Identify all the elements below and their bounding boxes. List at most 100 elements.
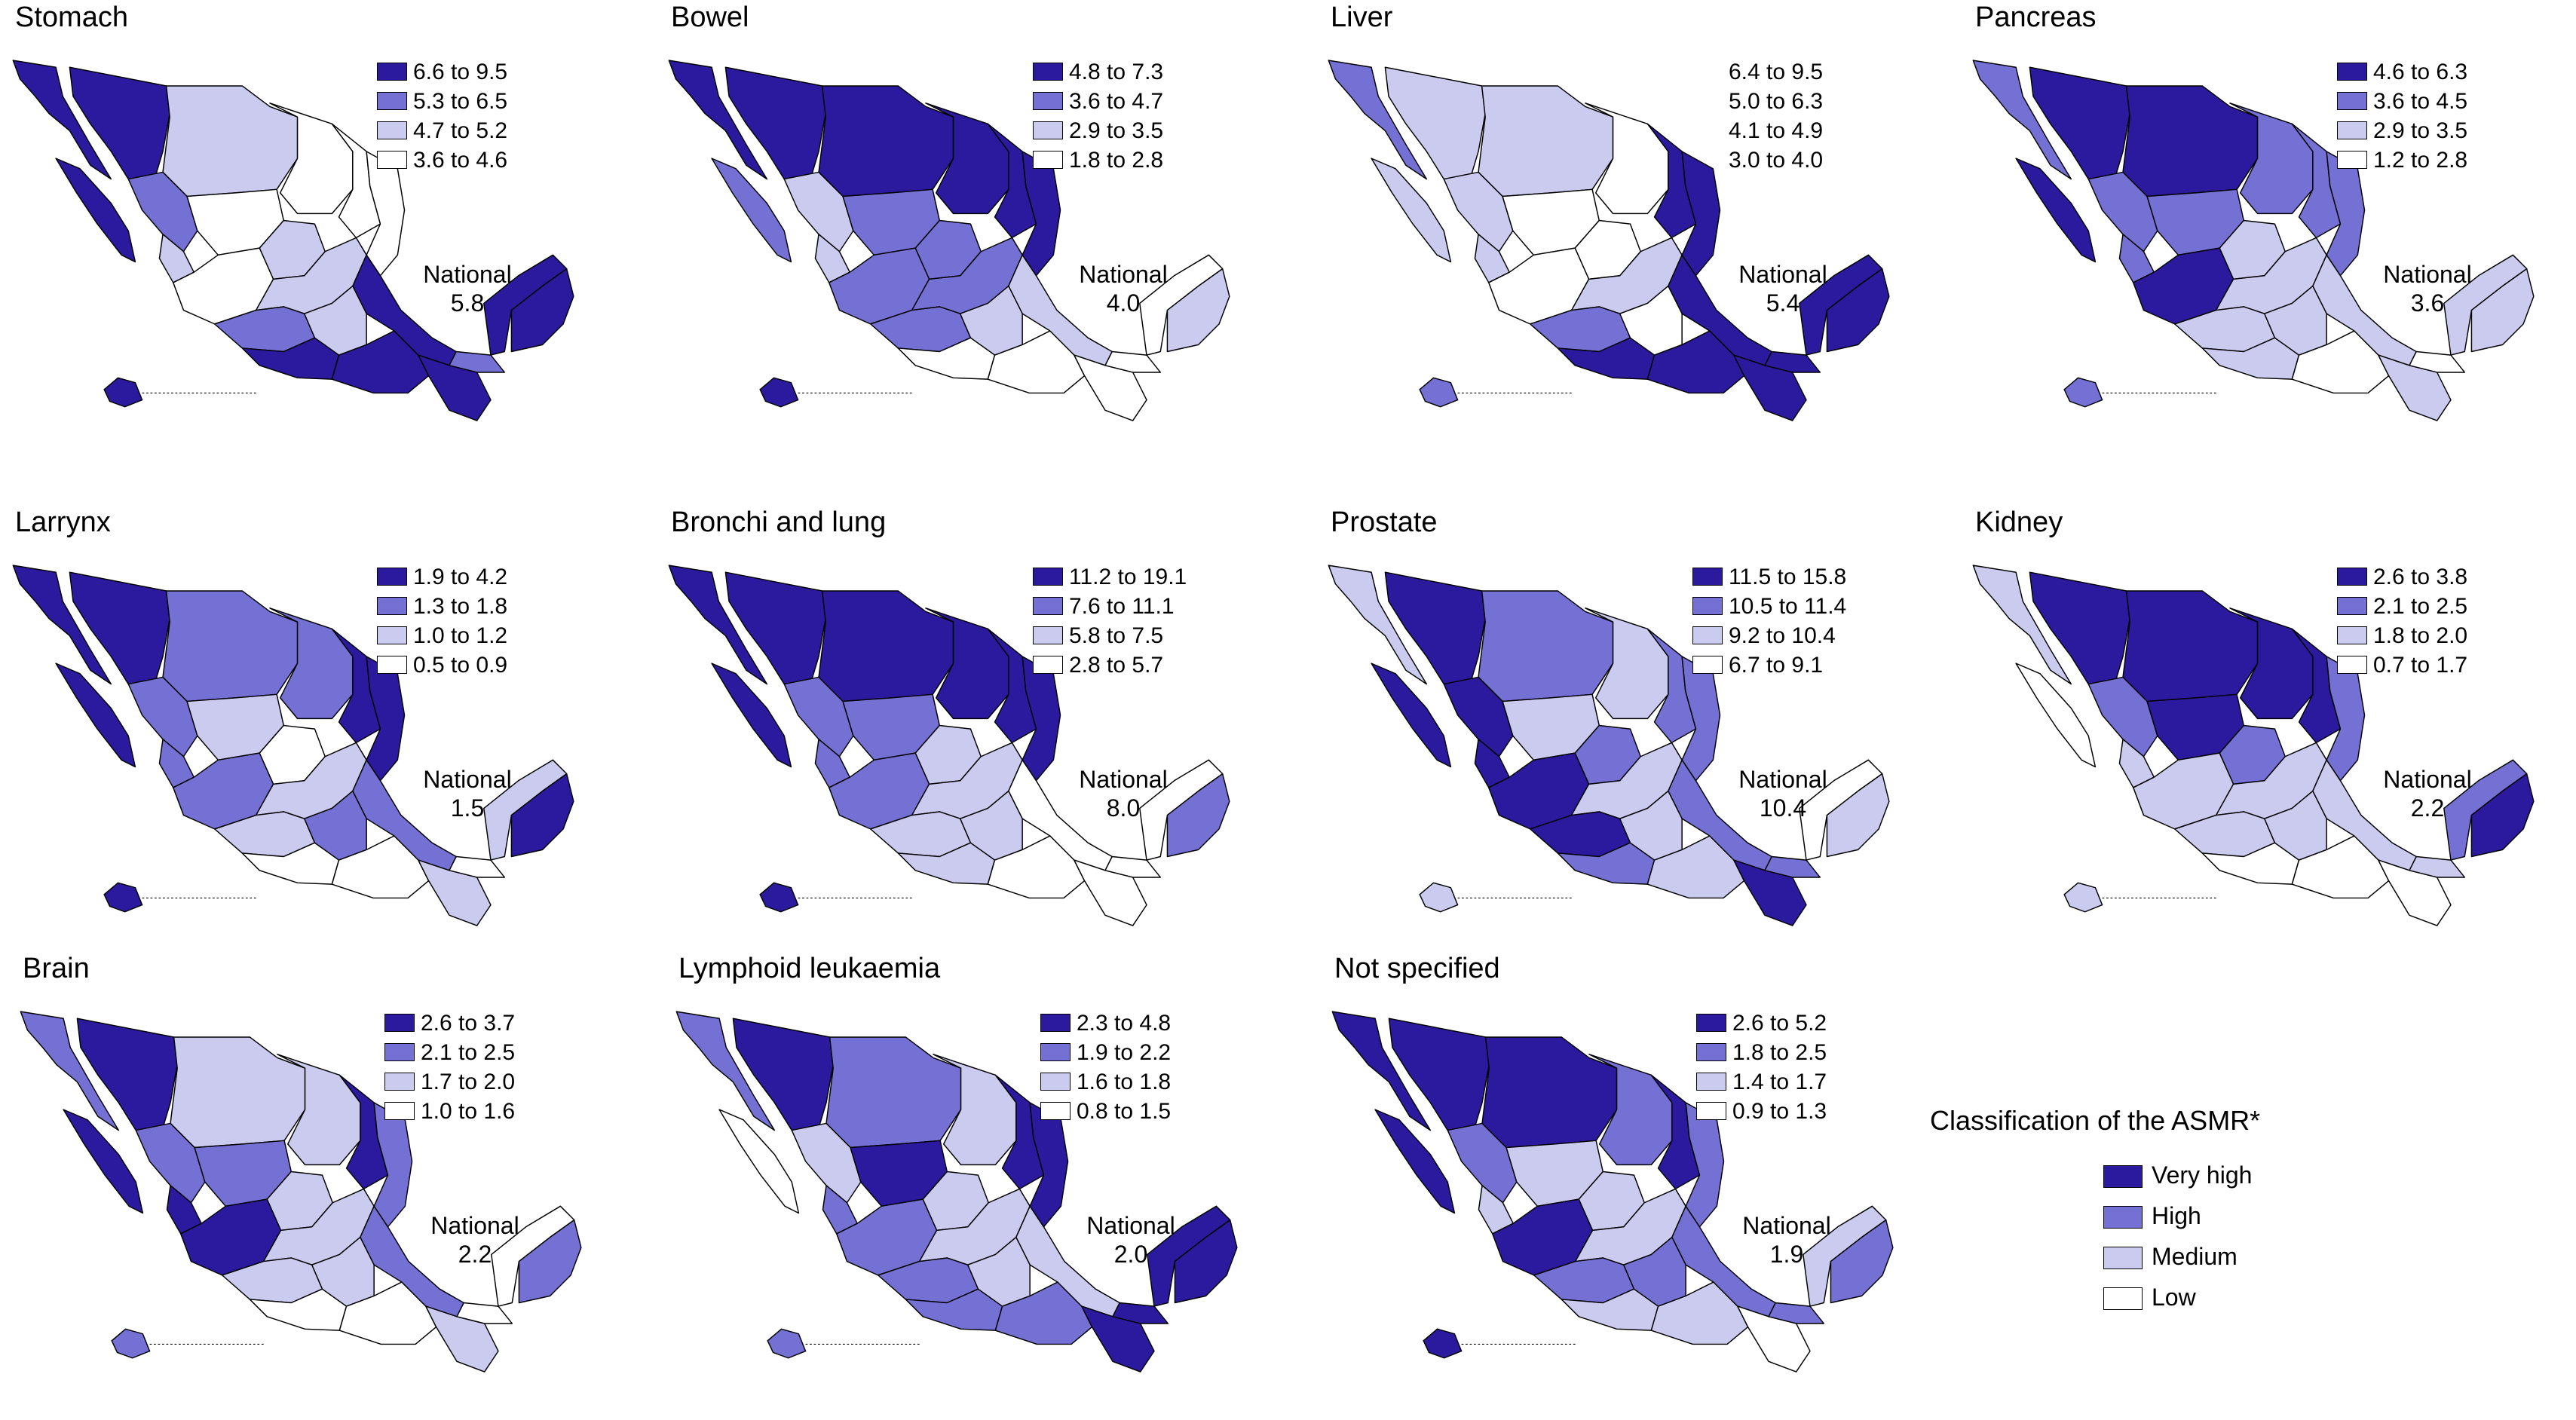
national-rate: National 4.0 xyxy=(1048,260,1199,317)
state-region xyxy=(783,676,854,757)
state-region xyxy=(2015,663,2097,768)
legend-label: 0.9 to 1.3 xyxy=(1732,1099,1827,1124)
legend-label: 1.8 to 2.0 xyxy=(2373,623,2468,648)
state-region xyxy=(1112,1302,1169,1324)
state-region xyxy=(1478,85,1614,197)
legend-label: 2.1 to 2.5 xyxy=(2373,594,2468,619)
legend-swatch xyxy=(377,92,407,110)
state-region xyxy=(960,790,1023,861)
national-rate: National 10.4 xyxy=(1708,765,1858,822)
state-region xyxy=(1623,1236,1686,1307)
state-region xyxy=(456,1302,513,1324)
national-label: National xyxy=(423,261,512,288)
state-region xyxy=(675,1011,776,1131)
state-region xyxy=(2409,855,2466,878)
state-region xyxy=(1384,571,1486,692)
legend-swatch xyxy=(377,568,407,586)
state-region xyxy=(1478,590,1614,702)
legend-label: 1.0 to 1.2 xyxy=(413,623,508,648)
classification-label: Low xyxy=(2152,1284,2196,1311)
legend-label: 4.1 to 4.9 xyxy=(1729,118,1824,143)
state-region xyxy=(63,1109,144,1214)
state-region xyxy=(711,158,792,263)
national-label: National xyxy=(1079,766,1168,793)
national-label: National xyxy=(1738,766,1827,793)
state-region xyxy=(69,66,170,187)
legend-swatch xyxy=(2337,656,2367,674)
legend-label: 0.5 to 0.9 xyxy=(413,653,508,678)
island-region xyxy=(111,1328,151,1359)
state-region xyxy=(304,790,367,861)
state-region xyxy=(449,855,506,878)
legend-label: 0.7 to 1.7 xyxy=(2373,653,2468,678)
legend-swatch xyxy=(1696,1102,1726,1120)
legend-swatch xyxy=(1033,656,1063,674)
legend-label: 4.8 to 7.3 xyxy=(1069,60,1164,84)
legend-swatch xyxy=(1033,151,1063,169)
state-region xyxy=(2029,66,2130,187)
state-region xyxy=(1619,285,1683,356)
legend-label: 1.9 to 4.2 xyxy=(413,565,508,589)
state-region xyxy=(1371,158,1452,263)
classification-entry: Medium xyxy=(2103,1238,2405,1279)
state-region xyxy=(818,590,954,702)
legend-swatch xyxy=(384,1014,415,1032)
state-region xyxy=(518,1219,582,1304)
national-value: 4.0 xyxy=(1106,289,1141,317)
legend-label: 3.0 to 4.0 xyxy=(1729,148,1824,173)
national-value: 10.4 xyxy=(1759,794,1807,822)
legend-swatch xyxy=(1692,626,1723,644)
national-value: 3.6 xyxy=(2410,289,2445,317)
legend-label: 2.6 to 5.2 xyxy=(1732,1011,1827,1036)
state-region xyxy=(668,565,768,685)
state-region xyxy=(1166,773,1230,858)
legend-label: 2.6 to 3.7 xyxy=(421,1011,516,1036)
legend-swatch xyxy=(1040,1102,1071,1120)
legend-label: 1.2 to 2.8 xyxy=(2373,148,2468,173)
legend-label: 1.8 to 2.5 xyxy=(1732,1040,1827,1065)
national-rate: National 1.9 xyxy=(1711,1211,1862,1269)
island-region xyxy=(103,377,143,408)
legend-label: 1.3 to 1.8 xyxy=(413,594,508,619)
state-region xyxy=(668,60,768,180)
legend-label: 2.1 to 2.5 xyxy=(421,1040,516,1065)
state-region xyxy=(1388,1018,1490,1138)
legend-swatch xyxy=(1696,1073,1726,1091)
panel-title: Pancreas xyxy=(1975,2,2097,33)
state-region xyxy=(791,1122,862,1204)
island-region xyxy=(1419,377,1459,408)
state-region xyxy=(2087,171,2158,252)
classification-label: Very high xyxy=(2152,1161,2253,1189)
legend-label: 2.8 to 5.7 xyxy=(1069,653,1164,678)
state-region xyxy=(162,85,299,197)
choropleth-map xyxy=(12,60,574,421)
state-region xyxy=(1374,1109,1456,1214)
state-region xyxy=(1371,663,1452,768)
legend-label: 1.9 to 2.2 xyxy=(1077,1040,1172,1065)
legend-label: 3.6 to 4.7 xyxy=(1069,89,1164,114)
legend-swatch xyxy=(1033,626,1063,644)
state-region xyxy=(1826,268,1890,353)
legend-swatch xyxy=(2337,568,2367,586)
national-label: National xyxy=(430,1212,519,1239)
national-value: 1.9 xyxy=(1769,1241,1804,1268)
island-region xyxy=(1423,1328,1463,1359)
state-region xyxy=(1764,855,1821,878)
national-rate: National 5.4 xyxy=(1708,260,1858,317)
classification-entry: Very high xyxy=(2103,1157,2405,1198)
state-region xyxy=(783,171,854,252)
state-region xyxy=(2470,268,2535,353)
panel-title: Bronchi and lung xyxy=(671,506,887,538)
legend-label: 3.6 to 4.6 xyxy=(413,148,508,173)
legend-label: 2.9 to 3.5 xyxy=(1069,118,1164,143)
legend-swatch xyxy=(1696,1014,1726,1032)
legend-swatch xyxy=(1033,121,1063,139)
state-region xyxy=(12,565,112,685)
state-region xyxy=(69,571,170,692)
panel-title: Kidney xyxy=(1975,506,2063,538)
choropleth-map xyxy=(12,565,574,926)
legend-label: 0.8 to 1.5 xyxy=(1077,1099,1172,1124)
legend-swatch xyxy=(1033,63,1063,81)
legend-label: 10.5 to 11.4 xyxy=(1729,594,1847,619)
legend-swatch xyxy=(2337,121,2367,139)
